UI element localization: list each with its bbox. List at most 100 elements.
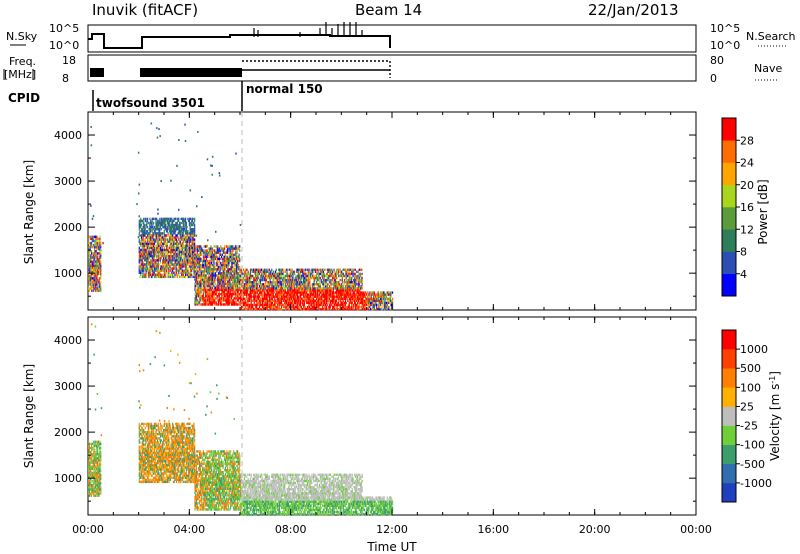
range-gate-cell <box>189 257 191 260</box>
range-gate-cell <box>168 261 170 264</box>
range-gate-cell <box>154 265 156 268</box>
range-gate-cell <box>176 248 178 252</box>
range-gate-cell <box>97 258 100 261</box>
range-gate-cell <box>185 217 187 221</box>
range-gate-cell <box>91 264 93 267</box>
range-gate-cell <box>192 230 194 233</box>
range-gate-cell <box>188 257 190 260</box>
range-gate-cell <box>156 263 158 266</box>
range-gate-cell <box>176 246 178 250</box>
range-gate-cell <box>156 265 158 268</box>
range-gate-cell <box>95 241 97 245</box>
range-gate-cell <box>170 252 172 256</box>
range-gate-cell <box>158 242 160 245</box>
range-gate-cell <box>211 257 214 261</box>
range-gate-cell <box>182 228 184 231</box>
range-gate-cell <box>220 261 222 265</box>
range-gate-cell <box>292 281 294 284</box>
range-gate-cell <box>195 261 197 265</box>
range-gate-cell <box>181 228 183 231</box>
range-gate-cell <box>96 270 98 274</box>
range-gate-cell <box>203 276 205 279</box>
range-gate-cell <box>214 268 217 271</box>
range-gate-cell <box>158 252 160 256</box>
range-gate-cell <box>99 235 101 238</box>
range-gate-cell <box>178 263 181 266</box>
range-gate-cell <box>214 293 217 296</box>
range-gate-cell <box>193 223 195 227</box>
range-gate-cell <box>177 217 179 221</box>
range-gate-cell <box>187 269 189 272</box>
range-gate-cell <box>191 275 193 279</box>
range-gate-cell <box>165 219 167 223</box>
range-gate-cell <box>229 301 231 304</box>
range-gate-cell <box>281 274 283 278</box>
range-gate-cell <box>167 246 169 250</box>
range-gate-cell <box>144 257 146 260</box>
range-gate-cell <box>144 244 146 247</box>
range-gate-cell <box>138 250 140 254</box>
range-gate-cell <box>199 276 201 279</box>
range-gate-cell <box>221 274 223 277</box>
range-gate-cell <box>98 277 100 280</box>
range-gate-cell <box>171 234 173 237</box>
range-gate-cell <box>150 271 152 274</box>
range-gate-cell <box>158 271 160 274</box>
range-gate-cell <box>213 280 215 283</box>
range-gate-cell <box>205 280 207 283</box>
range-gate-cell <box>100 262 102 265</box>
range-gate-cell <box>228 288 230 292</box>
range-gate-cell <box>172 238 174 241</box>
range-gate-cell <box>205 253 207 256</box>
range-gate-cell <box>208 276 210 279</box>
range-gate-cell <box>97 272 99 276</box>
range-gate-cell <box>178 273 180 276</box>
range-gate-cell <box>205 303 207 306</box>
range-gate-cell <box>217 284 219 288</box>
range-gate-cell <box>182 217 184 221</box>
range-gate-cell <box>169 265 171 268</box>
range-gate-cell <box>212 282 214 285</box>
range-gate-cell <box>181 255 183 258</box>
range-gate-cell <box>91 283 93 286</box>
range-gate-cell <box>163 273 165 276</box>
range-gate-cell <box>173 259 175 262</box>
range-gate-cell <box>139 234 141 237</box>
range-gate-cell <box>96 281 98 284</box>
range-gate-cell <box>143 271 145 274</box>
range-gate-cell <box>156 246 159 250</box>
range-gate-cell <box>221 249 223 252</box>
range-gate-cell <box>152 248 154 252</box>
range-gate-cell <box>189 250 191 254</box>
range-gate-cell <box>165 236 167 239</box>
range-gate-cell <box>182 269 184 272</box>
range-gate-cell <box>175 230 177 233</box>
range-gate-cell <box>179 230 181 233</box>
range-gate-cell <box>189 255 191 258</box>
range-gate-cell <box>217 261 219 265</box>
range-gate-cell <box>173 252 175 256</box>
range-gate-cell <box>95 262 97 265</box>
range-gate-cell <box>140 219 143 223</box>
range-gate-cell <box>145 252 147 256</box>
range-gate-cell <box>221 276 223 279</box>
range-gate-cell <box>96 283 98 286</box>
range-gate-cell <box>175 271 178 274</box>
range-gate-cell <box>329 281 331 284</box>
range-gate-cell <box>169 269 171 272</box>
range-gate-cell <box>142 261 144 264</box>
range-gate-cell <box>217 282 219 285</box>
range-gate-cell <box>94 254 96 257</box>
range-gate-cell <box>191 244 193 247</box>
range-gate-cell <box>97 270 100 274</box>
range-gate-cell <box>182 226 184 229</box>
range-gate-cell <box>214 286 217 290</box>
range-gate-cell <box>94 256 96 259</box>
range-gate-cell <box>140 244 142 247</box>
range-gate-cell <box>208 288 210 292</box>
range-gate-cell <box>96 258 98 261</box>
range-gate-cell <box>199 282 201 285</box>
range-gate-cell <box>205 249 207 252</box>
range-gate-cell <box>165 267 167 270</box>
range-gate-cell <box>166 242 168 245</box>
